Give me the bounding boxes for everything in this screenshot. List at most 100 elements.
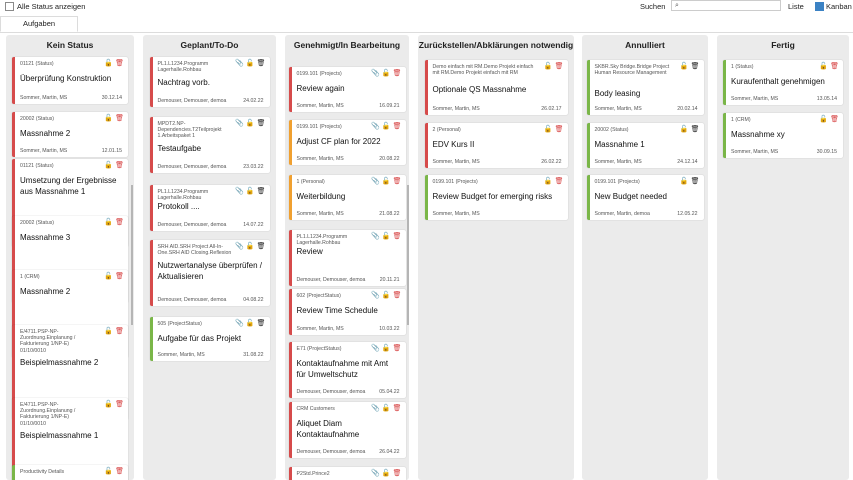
view-list-option[interactable]: Liste [788,2,804,11]
trash-icon[interactable]: 🗑 [830,63,839,70]
unlock-icon[interactable]: 🔓 [104,328,114,335]
unlock-icon[interactable]: 🔓 [381,123,391,130]
search-box[interactable]: ⌕ [671,0,781,11]
trash-icon[interactable]: 🗑 [256,188,266,195]
trash-icon[interactable]: 🗑 [256,320,266,327]
task-card[interactable]: SRH AID.SRH Project All-In-One.SRH AID C… [149,240,270,306]
trash-icon[interactable]: 🗑 [392,345,402,352]
unlock-icon[interactable]: 🔓 [104,468,114,475]
unlock-icon[interactable]: 🔓 [104,60,114,67]
unlock-icon[interactable]: 🔓 [543,63,553,70]
trash-icon[interactable]: 🗑 [392,470,402,477]
task-card[interactable]: 602 (ProjectStatus) 📎 🔓 🗑 Review Time Schedu… [288,289,406,335]
paperclip-icon[interactable]: 📎 [371,233,380,240]
paperclip-icon[interactable]: 📎 [371,292,380,299]
paperclip-icon[interactable]: 📎 [235,120,244,127]
trash-icon[interactable]: 🗑 [392,178,402,185]
unlock-icon[interactable]: 🔓 [104,162,114,169]
trash-icon[interactable]: 🗑 [392,70,402,77]
trash-icon[interactable]: 🗑 [115,468,124,475]
unlock-icon[interactable]: 🔓 [679,63,689,70]
unlock-icon[interactable]: 🔓 [819,63,829,70]
trash-icon[interactable]: 🗑 [115,401,124,408]
paperclip-icon[interactable]: 📎 [371,123,380,130]
column-scrollbar[interactable] [407,185,409,325]
task-card[interactable]: Demo einfach mit RM.Demo Projekt einfach… [424,60,568,115]
paperclip-icon[interactable]: 📎 [371,405,380,412]
unlock-icon[interactable]: 🔓 [679,178,689,185]
task-card[interactable]: 0199.101 (Projects) 📎 🔓 🗑 Review again Sommer… [288,67,406,112]
column-scrollbar[interactable] [131,185,133,325]
unlock-icon[interactable]: 🔓 [245,243,255,250]
task-card[interactable]: 20002 (Status) 🔓 🗑 Massnahme 1 Sommer, Marti… [586,123,704,168]
trash-icon[interactable]: 🗑 [115,162,124,169]
unlock-icon[interactable]: 🔓 [245,120,255,127]
task-card[interactable]: 2 (Personal) 🔓 🗑 EDV Kurs II Sommer, Martin,… [424,123,568,168]
trash-icon[interactable]: 🗑 [256,60,266,67]
trash-icon[interactable]: 🗑 [554,178,564,185]
task-card[interactable]: 1 (Status) 🔓 🗑 Kuraufenthalt genehmigen Somm… [723,60,843,105]
paperclip-icon[interactable]: 📎 [371,178,380,185]
view-kanban-option[interactable]: Kanban [826,2,852,11]
trash-icon[interactable]: 🗑 [392,233,402,240]
task-card[interactable]: 0199.101 (Projects) 📎 🔓 🗑 Adjust CF plan for… [288,120,406,165]
tab-aufgaben[interactable]: Aufgaben [0,16,78,32]
task-card[interactable]: PL1.L1234.Programm Lagerhalle.Rohbau 📎 🔓 🗑 R… [288,230,406,286]
trash-icon[interactable]: 🗑 [554,126,564,133]
show-all-status-checkbox[interactable] [5,2,14,11]
kanban-checkbox[interactable] [815,2,824,11]
task-card[interactable]: 505 (ProjectStatus) 📎 🔓 🗑 Aufgabe für das Pr… [149,317,270,361]
task-card[interactable]: 01121 (Status) 🔓 🗑 Überprüfung Konstruktion… [12,57,128,104]
trash-icon[interactable]: 🗑 [690,126,700,133]
trash-icon[interactable]: 🗑 [690,63,700,70]
task-card[interactable]: 1 (Personal) 📎 🔓 🗑 Weiterbildung Sommer, Mart… [288,175,406,220]
paperclip-icon[interactable]: 📎 [371,470,380,477]
trash-icon[interactable]: 🗑 [830,116,839,123]
trash-icon[interactable]: 🗑 [392,405,402,412]
unlock-icon[interactable]: 🔓 [543,178,553,185]
unlock-icon[interactable]: 🔓 [104,401,114,408]
unlock-icon[interactable]: 🔓 [381,292,391,299]
trash-icon[interactable]: 🗑 [690,178,700,185]
paperclip-icon[interactable]: 📎 [235,243,244,250]
paperclip-icon[interactable]: 📎 [235,320,244,327]
unlock-icon[interactable]: 🔓 [381,405,391,412]
unlock-icon[interactable]: 🔓 [381,233,391,240]
task-card[interactable]: SKBR.Sky Bridge.Bridge Project Human Res… [586,60,704,115]
unlock-icon[interactable]: 🔓 [381,70,391,77]
unlock-icon[interactable]: 🔓 [381,345,391,352]
trash-icon[interactable]: 🗑 [256,120,266,127]
task-card[interactable]: PL1.L1234.Programm Lagerhalle.Rohbau 📎 🔓 🗑 N… [149,57,270,107]
unlock-icon[interactable]: 🔓 [245,188,255,195]
task-card[interactable]: MPDT2.NP-Dependencies.T2Teilprojekt 1.Ar… [149,117,270,173]
task-card[interactable]: 20002 (Status) 🔓 🗑 Massnahme 2 Sommer, Marti… [12,112,128,157]
task-card[interactable]: E71 (ProjectStatus) 📎 🔓 🗑 Kontaktaufnahme mi… [288,342,406,398]
paperclip-icon[interactable]: 📎 [371,345,380,352]
unlock-icon[interactable]: 🔓 [104,115,114,122]
task-card[interactable]: P2Std.Prince2 📎 🔓 🗑 [288,467,406,480]
trash-icon[interactable]: 🗑 [115,60,124,67]
unlock-icon[interactable]: 🔓 [679,126,689,133]
unlock-icon[interactable]: 🔓 [381,178,391,185]
trash-icon[interactable]: 🗑 [115,328,124,335]
trash-icon[interactable]: 🗑 [256,243,266,250]
unlock-icon[interactable]: 🔓 [381,470,391,477]
search-input[interactable] [684,1,778,10]
unlock-icon[interactable]: 🔓 [245,60,255,67]
trash-icon[interactable]: 🗑 [392,292,402,299]
paperclip-icon[interactable]: 📎 [371,70,380,77]
trash-icon[interactable]: 🗑 [115,219,124,226]
unlock-icon[interactable]: 🔓 [543,126,553,133]
trash-icon[interactable]: 🗑 [554,63,564,70]
task-card[interactable]: PL1.L1234.Programm Lagerhalle.Rohbau 📎 🔓 🗑 P… [149,185,270,231]
unlock-icon[interactable]: 🔓 [819,116,829,123]
unlock-icon[interactable]: 🔓 [245,320,255,327]
trash-icon[interactable]: 🗑 [115,273,124,280]
task-card[interactable]: 1 (CRM) 🔓 🗑 Massnahme xy Sommer, Martin, MS 3… [723,113,843,158]
task-card[interactable]: Productivity Details 🔓 🗑 [12,465,128,480]
task-card[interactable]: 0199.101 (Projects) 🔓 🗑 Review Budget for e… [424,175,568,220]
paperclip-icon[interactable]: 📎 [235,188,244,195]
trash-icon[interactable]: 🗑 [392,123,402,130]
unlock-icon[interactable]: 🔓 [104,273,114,280]
paperclip-icon[interactable]: 📎 [235,60,244,67]
